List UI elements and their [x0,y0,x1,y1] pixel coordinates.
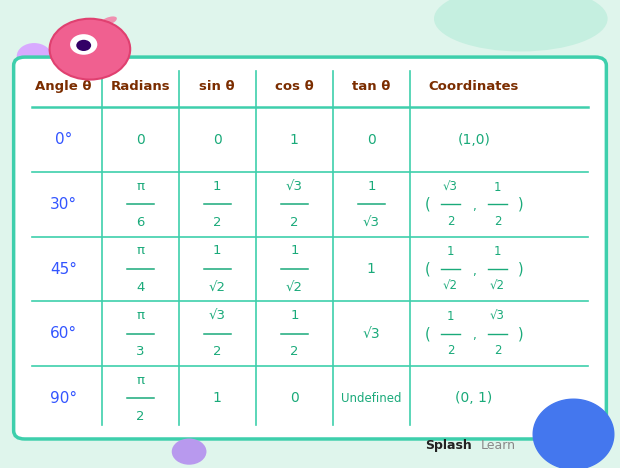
Text: 0: 0 [136,133,144,147]
Ellipse shape [100,16,117,26]
Text: (1,0): (1,0) [458,133,490,147]
Text: 2: 2 [213,216,221,229]
Text: 1: 1 [290,244,299,257]
Text: ,: , [472,329,476,343]
Circle shape [17,43,51,69]
Text: (0, 1): (0, 1) [455,391,493,405]
Text: 2: 2 [136,410,144,423]
Text: 45°: 45° [50,262,77,277]
Text: 1: 1 [494,181,502,194]
Circle shape [172,439,206,465]
Text: 4: 4 [136,281,144,294]
Text: π: π [136,244,144,257]
Text: 2: 2 [290,345,299,358]
Text: √2: √2 [490,280,505,293]
Text: 1: 1 [367,180,376,193]
Text: 1: 1 [446,245,454,258]
Text: 6: 6 [136,216,144,229]
Circle shape [50,19,130,80]
Ellipse shape [434,0,608,51]
Circle shape [70,34,97,55]
Text: (: ( [425,262,430,277]
Text: 1: 1 [367,262,376,276]
Text: 0: 0 [367,133,376,147]
Polygon shape [533,399,614,468]
Text: π: π [136,180,144,193]
Text: 1: 1 [290,309,299,322]
Text: π: π [136,373,144,387]
Text: ): ) [518,197,523,212]
Text: 1: 1 [213,244,221,257]
Text: 3: 3 [136,345,144,358]
Text: Coordinates: Coordinates [429,80,519,93]
Text: √3: √3 [443,181,458,194]
Text: 2: 2 [213,345,221,358]
Text: Radians: Radians [110,80,170,93]
Text: Learn: Learn [480,439,515,452]
Text: cos θ: cos θ [275,80,314,93]
Text: 0: 0 [290,391,299,405]
Text: √2: √2 [209,281,226,294]
Text: √2: √2 [443,280,458,293]
Text: ,: , [472,265,476,278]
Text: 1: 1 [290,133,299,147]
Text: 2: 2 [446,344,454,358]
Text: 2: 2 [494,344,502,358]
Text: √3: √3 [490,310,505,323]
Text: 2: 2 [446,215,454,228]
Text: √3: √3 [363,327,380,341]
Circle shape [76,40,91,51]
Text: 1: 1 [213,180,221,193]
Text: 1: 1 [494,245,502,258]
Text: tan θ: tan θ [352,80,391,93]
FancyBboxPatch shape [14,57,606,439]
Text: 30°: 30° [50,197,77,212]
Text: √3: √3 [209,309,226,322]
Text: π: π [136,309,144,322]
Text: ): ) [518,262,523,277]
Text: 2: 2 [290,216,299,229]
Text: ,: , [472,200,476,213]
Text: (: ( [425,326,430,341]
Text: Splash: Splash [425,439,471,452]
Text: √3: √3 [286,180,303,193]
Text: 90°: 90° [50,391,77,406]
Text: ): ) [518,326,523,341]
Text: 0°: 0° [55,132,72,147]
Text: Undefined: Undefined [341,392,402,405]
Text: Angle θ: Angle θ [35,80,92,93]
Text: √2: √2 [286,281,303,294]
Text: 1: 1 [213,391,222,405]
Text: 60°: 60° [50,326,77,341]
Text: sin θ: sin θ [200,80,235,93]
Text: 1: 1 [446,310,454,323]
Text: 2: 2 [494,215,502,228]
Text: (: ( [425,197,430,212]
Text: 0: 0 [213,133,222,147]
Text: √3: √3 [363,216,380,229]
